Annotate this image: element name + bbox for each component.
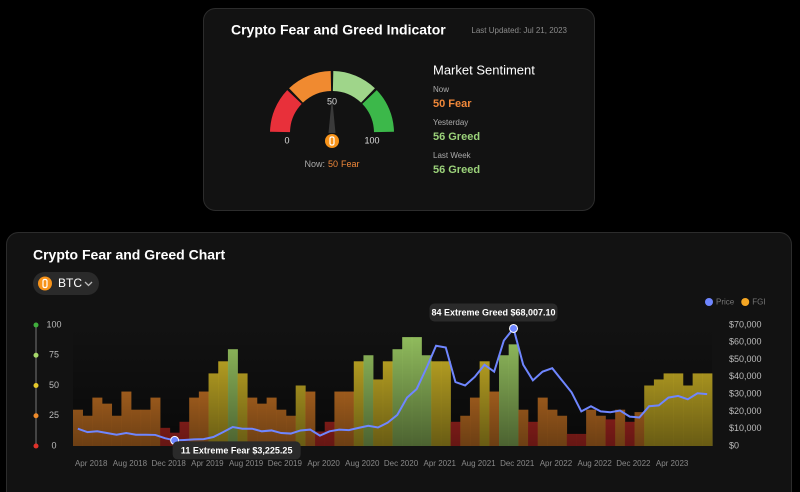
- gauge-caption-label: Now:: [304, 159, 325, 169]
- coin-selector-label: BTC: [58, 276, 82, 290]
- gauge-segment: [270, 90, 302, 133]
- y2-tick-label: $60,000: [729, 337, 762, 347]
- x-tick-label: Apr 2022: [540, 459, 573, 468]
- y-tick-label: 0: [51, 440, 56, 450]
- sentiment-number: 56: [433, 164, 445, 176]
- y2-tick-label: $20,000: [729, 406, 762, 416]
- x-tick-label: Aug 2022: [578, 459, 613, 468]
- x-tick-label: Apr 2019: [191, 459, 224, 468]
- plot: 0 25 50 75 100 $0 $10,000 $20,000 $30,000 $40,000…: [33, 298, 766, 468]
- x-tick-label: Aug 2021: [461, 459, 496, 468]
- y2-tick-label: $70,000: [729, 319, 762, 329]
- gauge-needle: [328, 97, 336, 133]
- x-tick-label: Dec 2019: [268, 459, 303, 468]
- sentiment-number: 56: [433, 131, 445, 143]
- gauge-segment: [332, 71, 375, 103]
- y2-tick-label: $50,000: [729, 354, 762, 364]
- gauge-segment: [289, 71, 332, 103]
- sentiment-label: Yesterday: [433, 118, 468, 127]
- sentiment-status: Fear: [448, 98, 472, 110]
- price-line: [77, 326, 708, 442]
- sentiment-number: 50: [433, 98, 445, 110]
- gauge-coin-glyph: [329, 136, 335, 146]
- annotation-box: [429, 303, 558, 322]
- y-tick-dot: [33, 383, 39, 388]
- gauge-status: Fear: [341, 159, 360, 169]
- bar-shade: [73, 325, 712, 446]
- x-tick-label: Apr 2018: [75, 459, 108, 468]
- y-tick-dot: [33, 443, 39, 449]
- annotation-label: 11 Extreme Fear $3,225.25: [181, 445, 293, 455]
- sentiment-value: 56 Greed: [433, 131, 480, 143]
- sentiment-value: 50 Fear: [433, 98, 472, 110]
- x-tick-label: Aug 2019: [229, 459, 264, 468]
- x-tick-label: Aug 2020: [345, 459, 380, 468]
- gauge-caption: Now: 50 Fear: [304, 159, 359, 169]
- y2-tick-label: $10,000: [729, 423, 762, 433]
- coin-selector[interactable]: [33, 272, 99, 295]
- last-updated: Last Updated: Jul 21, 2023: [471, 26, 567, 35]
- x-tick-label: Apr 2020: [307, 459, 340, 468]
- x-tick-label: Apr 2021: [424, 459, 457, 468]
- x-tick-label: Dec 2021: [500, 459, 535, 468]
- annotation-box: [172, 441, 301, 460]
- y2-tick-label: $30,000: [729, 389, 762, 399]
- sentiment-status: Greed: [448, 131, 480, 143]
- sentiment-status: Greed: [448, 164, 480, 176]
- sentiment-label: Last Week: [433, 151, 472, 160]
- legend-label: Price: [716, 298, 735, 307]
- coin-glyph: [42, 278, 48, 289]
- gauge-segment: [362, 90, 394, 133]
- x-tick-label: Dec 2020: [384, 459, 419, 468]
- chevron: [84, 281, 93, 287]
- gauge-max-label: 100: [364, 135, 379, 145]
- y-tick-label: 50: [49, 380, 59, 390]
- indicator-card: [203, 8, 595, 211]
- y-tick-label: 75: [49, 350, 59, 360]
- x-tick-label: Aug 2018: [113, 459, 148, 468]
- indicator-title: Crypto Fear and Greed Indicator: [231, 22, 446, 38]
- legend-swatch: [741, 298, 750, 306]
- y-tick-dot: [33, 352, 39, 358]
- x-tick-label: Dec 2022: [616, 459, 651, 468]
- legend-label: FGI: [752, 298, 765, 307]
- y-tick-dot: [33, 322, 39, 328]
- y-tick-dot: [33, 413, 39, 419]
- x-tick-label: Dec 2018: [152, 459, 187, 468]
- gauge-min-label: 0: [284, 135, 289, 145]
- y2-tick-label: $40,000: [729, 371, 762, 381]
- gauge-coin: [325, 134, 339, 148]
- x-tick-label: Apr 2023: [656, 459, 689, 468]
- gauge-value: 50: [328, 159, 338, 169]
- sentiment-value: 56 Greed: [433, 164, 480, 176]
- annotation-point: [509, 323, 519, 333]
- annotation-label: 84 Extreme Greed $68,007.10: [431, 307, 555, 317]
- y2-tick-label: $0: [729, 440, 739, 450]
- legend-swatch: [705, 298, 713, 306]
- sentiment-label: Now: [433, 85, 449, 94]
- sentiment-title: Market Sentiment: [433, 62, 535, 77]
- y-tick-label: 100: [46, 319, 61, 329]
- coin-icon: [38, 276, 52, 291]
- chart-title: Crypto Fear and Greed Chart: [33, 247, 225, 263]
- y-tick-label: 25: [49, 410, 59, 420]
